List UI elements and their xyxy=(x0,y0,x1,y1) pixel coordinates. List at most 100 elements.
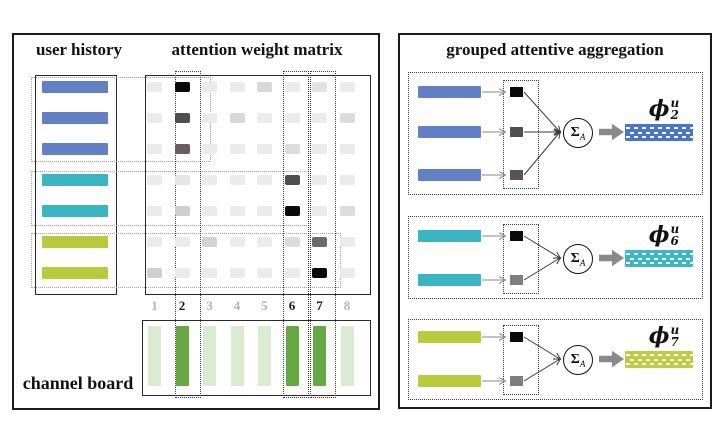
attention-cell-r2c5 xyxy=(257,113,272,123)
sigma-subscript: A xyxy=(579,257,586,268)
attention-weight-square xyxy=(510,275,523,285)
attention-cell-r6c7 xyxy=(312,237,327,247)
channel-number-7: 7 xyxy=(316,298,323,313)
attention-cell-r7c4 xyxy=(229,268,245,278)
attention-cell-r6c8 xyxy=(339,237,355,247)
attention-cell-r3c6 xyxy=(284,144,300,154)
attention-cell-r3c1 xyxy=(147,144,162,154)
attention-cell-r7c6 xyxy=(284,268,300,278)
attention-cell-r1c3 xyxy=(202,82,217,92)
column-highlight-7 xyxy=(310,71,336,398)
channel-number-4: 4 xyxy=(233,298,241,313)
attention-cell-r4c5 xyxy=(257,175,272,185)
user-history-bar-teal xyxy=(42,205,108,217)
attention-cell-r4c6 xyxy=(284,175,300,185)
phi-superscript: u xyxy=(670,222,680,236)
attention-cell-r1c2 xyxy=(174,82,190,92)
attention-cell-r3c2 xyxy=(174,144,190,154)
attention-cell-r5c1 xyxy=(147,206,162,216)
sigma-symbol: Σ xyxy=(570,125,580,140)
attention-cell-r7c8 xyxy=(339,268,355,278)
attention-weight-square xyxy=(510,332,523,342)
arrow-connectors xyxy=(482,217,702,298)
attention-weight-square xyxy=(510,376,523,386)
attention-cell-r5c8 xyxy=(339,206,355,216)
phi-glyph: ϕ xyxy=(648,222,670,248)
attention-cell-r3c5 xyxy=(257,144,272,154)
attention-weight-square xyxy=(510,87,523,97)
phi-superscript: u xyxy=(670,323,680,337)
user-history-bar-lime xyxy=(42,267,108,279)
user-history-bar-lime xyxy=(42,236,108,248)
attention-cell-r3c4 xyxy=(229,144,245,154)
attention-cell-r2c3 xyxy=(202,113,217,123)
attention-cell-r7c5 xyxy=(257,268,272,278)
channel-board-label: channel board xyxy=(22,373,134,393)
attention-weight-square xyxy=(510,231,523,241)
attention-cell-r1c5 xyxy=(257,82,272,92)
weights-subbox xyxy=(503,224,539,294)
channel-number-8: 8 xyxy=(343,298,351,313)
arrow-connectors xyxy=(482,320,702,399)
phi-superscript: u xyxy=(670,96,680,110)
channel-board-box xyxy=(142,320,371,396)
aggregated-embedding-bar-6 xyxy=(625,250,693,267)
attention-cell-r2c6 xyxy=(284,113,300,123)
attention-cell-r1c1 xyxy=(147,82,162,92)
channel-bar-3 xyxy=(203,326,216,386)
attention-cell-r1c7 xyxy=(312,82,327,92)
attention-cell-r4c2 xyxy=(174,175,190,185)
attention-cell-r5c2 xyxy=(174,206,190,216)
attention-cell-r3c7 xyxy=(312,144,327,154)
attention-cell-r5c6 xyxy=(284,206,300,216)
phi-glyph: ϕ xyxy=(648,323,670,349)
group-input-bar-blue xyxy=(418,86,481,98)
channel-number-3: 3 xyxy=(206,298,213,313)
attention-cell-r2c2 xyxy=(174,113,190,123)
attention-weight-square xyxy=(510,127,523,137)
user-history-bar-blue xyxy=(42,112,108,124)
attention-cell-r4c7 xyxy=(312,175,327,185)
attention-cell-r1c6 xyxy=(284,82,300,92)
attention-cell-r6c5 xyxy=(257,237,272,247)
attention-cell-r2c8 xyxy=(339,113,355,123)
channel-bar-6 xyxy=(285,326,299,386)
attention-cell-r7c1 xyxy=(147,268,162,278)
attention-cell-r6c2 xyxy=(174,237,190,247)
attention-matrix-box xyxy=(145,75,371,295)
attention-cell-r7c3 xyxy=(202,268,217,278)
sigma-symbol: Σ xyxy=(570,251,580,266)
user-history-box xyxy=(35,75,117,295)
attention-cell-r4c8 xyxy=(339,175,355,185)
group-input-bar-blue xyxy=(418,169,481,181)
group-input-bar-lime xyxy=(418,331,481,343)
user-history-bar-blue xyxy=(42,143,108,155)
channel-number-1: 1 xyxy=(151,298,158,313)
attention-cell-r1c4 xyxy=(229,82,245,92)
group-highlight-lime xyxy=(31,233,341,288)
attention-cell-r5c5 xyxy=(257,206,272,216)
attention-cell-r2c7 xyxy=(312,113,327,123)
attention-cell-r7c2 xyxy=(174,268,190,278)
arrow-connectors xyxy=(482,73,702,194)
phi-subscript: 2 xyxy=(670,108,679,122)
sigma-symbol: Σ xyxy=(570,352,580,367)
attention-cell-r6c3 xyxy=(202,237,217,247)
attention-cell-r5c3 xyxy=(202,206,217,216)
channel-bar-4 xyxy=(230,326,244,386)
channel-bar-1 xyxy=(148,326,161,386)
left-panel: user history attention weight matrix cha… xyxy=(12,33,380,410)
phi-subscript: 7 xyxy=(670,335,679,349)
group-input-bar-teal xyxy=(418,230,481,242)
sigma-subscript: A xyxy=(579,358,586,369)
